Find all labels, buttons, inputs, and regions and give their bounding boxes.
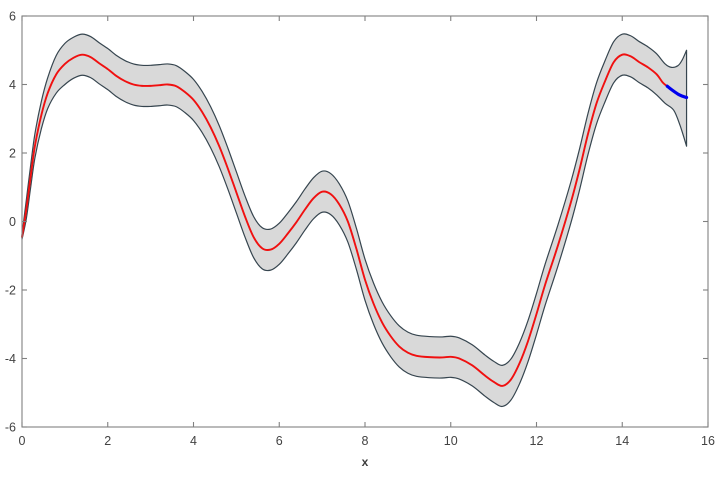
x-tick-label: 10 xyxy=(444,434,458,448)
y-tick-label: 2 xyxy=(9,147,16,161)
y-tick-label: -4 xyxy=(5,352,16,366)
x-tick-label: 12 xyxy=(530,434,544,448)
x-axis-label: x xyxy=(361,455,369,469)
confidence-band xyxy=(21,33,688,408)
x-tick-label: 14 xyxy=(615,434,629,448)
x-tick-label: 2 xyxy=(104,434,111,448)
x-tick-label: 0 xyxy=(19,434,26,448)
y-tick-label: -6 xyxy=(5,421,16,435)
y-tick-label: 4 xyxy=(9,78,16,92)
x-tick-label: 8 xyxy=(362,434,369,448)
y-tick-label: 0 xyxy=(9,215,16,229)
x-tick-label: 6 xyxy=(276,434,283,448)
x-tick-label: 16 xyxy=(701,434,715,448)
y-tick-label: 6 xyxy=(9,10,16,24)
y-tick-label: -2 xyxy=(5,284,16,298)
extrapolation-line xyxy=(665,84,689,100)
mean-prediction-line xyxy=(21,53,669,387)
x-tick-label: 4 xyxy=(190,434,197,448)
